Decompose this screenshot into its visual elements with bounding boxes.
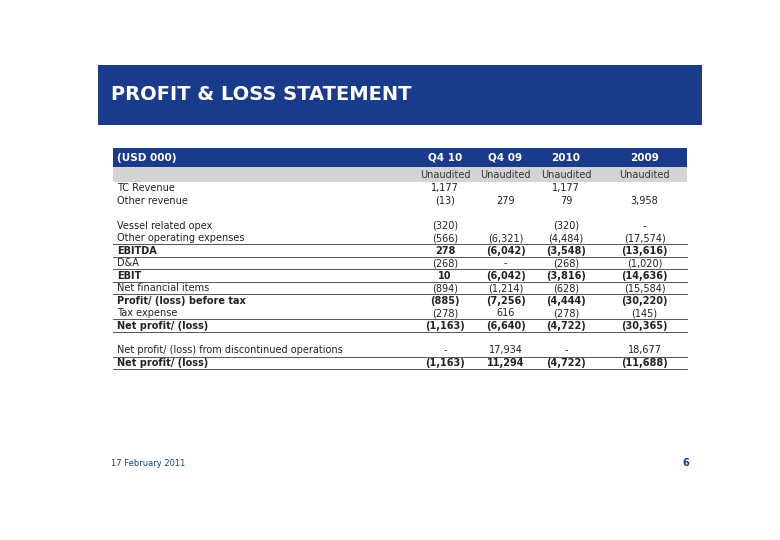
Text: (145): (145) bbox=[632, 308, 658, 318]
Text: (4,484): (4,484) bbox=[548, 233, 583, 243]
Text: D&A: D&A bbox=[118, 258, 140, 268]
Text: (268): (268) bbox=[553, 258, 579, 268]
Text: Net profit/ (loss): Net profit/ (loss) bbox=[118, 321, 209, 330]
Text: Other revenue: Other revenue bbox=[118, 196, 188, 206]
Text: (USD 000): (USD 000) bbox=[118, 152, 177, 163]
Text: (320): (320) bbox=[432, 221, 458, 231]
Text: 616: 616 bbox=[496, 308, 515, 318]
Text: (268): (268) bbox=[432, 258, 458, 268]
Text: (30,365): (30,365) bbox=[622, 321, 668, 330]
Text: 11,294: 11,294 bbox=[487, 358, 524, 368]
Text: 2009: 2009 bbox=[630, 152, 659, 163]
Text: (628): (628) bbox=[553, 283, 579, 293]
Text: (278): (278) bbox=[432, 308, 458, 318]
Text: -: - bbox=[643, 221, 647, 231]
Text: (566): (566) bbox=[432, 233, 458, 243]
Text: (6,640): (6,640) bbox=[486, 321, 526, 330]
Text: Net financial items: Net financial items bbox=[118, 283, 210, 293]
Text: -: - bbox=[564, 346, 568, 355]
Text: (4,444): (4,444) bbox=[546, 295, 586, 306]
Text: Net profit/ (loss): Net profit/ (loss) bbox=[118, 358, 209, 368]
Text: Other operating expenses: Other operating expenses bbox=[118, 233, 245, 243]
Bar bbox=[112, 167, 687, 182]
Text: (1,214): (1,214) bbox=[488, 283, 523, 293]
Text: (1,163): (1,163) bbox=[425, 358, 465, 368]
Text: (4,722): (4,722) bbox=[546, 358, 586, 368]
Text: (3,816): (3,816) bbox=[546, 271, 586, 281]
Text: (885): (885) bbox=[431, 295, 460, 306]
Text: (7,256): (7,256) bbox=[486, 295, 526, 306]
Text: TC Revenue: TC Revenue bbox=[118, 183, 176, 193]
Text: 278: 278 bbox=[435, 246, 456, 255]
Text: (6,321): (6,321) bbox=[488, 233, 523, 243]
Text: (1,163): (1,163) bbox=[425, 321, 465, 330]
Text: 10: 10 bbox=[438, 271, 452, 281]
Text: (14,636): (14,636) bbox=[622, 271, 668, 281]
Text: (6,042): (6,042) bbox=[486, 246, 526, 255]
Text: EBIT: EBIT bbox=[118, 271, 142, 281]
Text: 79: 79 bbox=[560, 196, 573, 206]
Text: Net profit/ (loss) from discontinued operations: Net profit/ (loss) from discontinued ope… bbox=[118, 346, 343, 355]
Text: (3,548): (3,548) bbox=[546, 246, 586, 255]
Text: Unaudited: Unaudited bbox=[420, 170, 470, 180]
Text: (30,220): (30,220) bbox=[622, 295, 668, 306]
Text: Q4 10: Q4 10 bbox=[428, 152, 463, 163]
Text: 17 February 2011: 17 February 2011 bbox=[111, 459, 185, 468]
Text: 17,934: 17,934 bbox=[488, 346, 523, 355]
Text: (278): (278) bbox=[553, 308, 579, 318]
Text: Vessel related opex: Vessel related opex bbox=[118, 221, 213, 231]
Text: (11,688): (11,688) bbox=[621, 358, 668, 368]
Text: 18,677: 18,677 bbox=[628, 346, 661, 355]
Text: EBITDA: EBITDA bbox=[118, 246, 158, 255]
Text: 6: 6 bbox=[682, 458, 689, 468]
Text: -: - bbox=[443, 346, 447, 355]
Text: (13): (13) bbox=[435, 196, 455, 206]
Text: 3,958: 3,958 bbox=[631, 196, 658, 206]
Text: 1,177: 1,177 bbox=[552, 183, 580, 193]
Text: Profit/ (loss) before tax: Profit/ (loss) before tax bbox=[118, 295, 246, 306]
Text: Q4 09: Q4 09 bbox=[488, 152, 523, 163]
Bar bbox=[112, 148, 687, 167]
Text: 2010: 2010 bbox=[551, 152, 580, 163]
Text: PROFIT & LOSS STATEMENT: PROFIT & LOSS STATEMENT bbox=[111, 85, 411, 104]
Text: 279: 279 bbox=[496, 196, 515, 206]
Text: Unaudited: Unaudited bbox=[541, 170, 591, 180]
Text: (17,574): (17,574) bbox=[624, 233, 665, 243]
Text: Unaudited: Unaudited bbox=[480, 170, 530, 180]
Text: Unaudited: Unaudited bbox=[619, 170, 670, 180]
Text: (13,616): (13,616) bbox=[622, 246, 668, 255]
Text: -: - bbox=[504, 258, 507, 268]
Text: (4,722): (4,722) bbox=[546, 321, 586, 330]
Text: (894): (894) bbox=[432, 283, 458, 293]
Text: (15,584): (15,584) bbox=[624, 283, 665, 293]
Text: (6,042): (6,042) bbox=[486, 271, 526, 281]
Text: 1,177: 1,177 bbox=[431, 183, 459, 193]
Bar bbox=[98, 65, 702, 125]
Text: (320): (320) bbox=[553, 221, 579, 231]
Text: (1,020): (1,020) bbox=[627, 258, 662, 268]
Text: Tax expense: Tax expense bbox=[118, 308, 178, 318]
